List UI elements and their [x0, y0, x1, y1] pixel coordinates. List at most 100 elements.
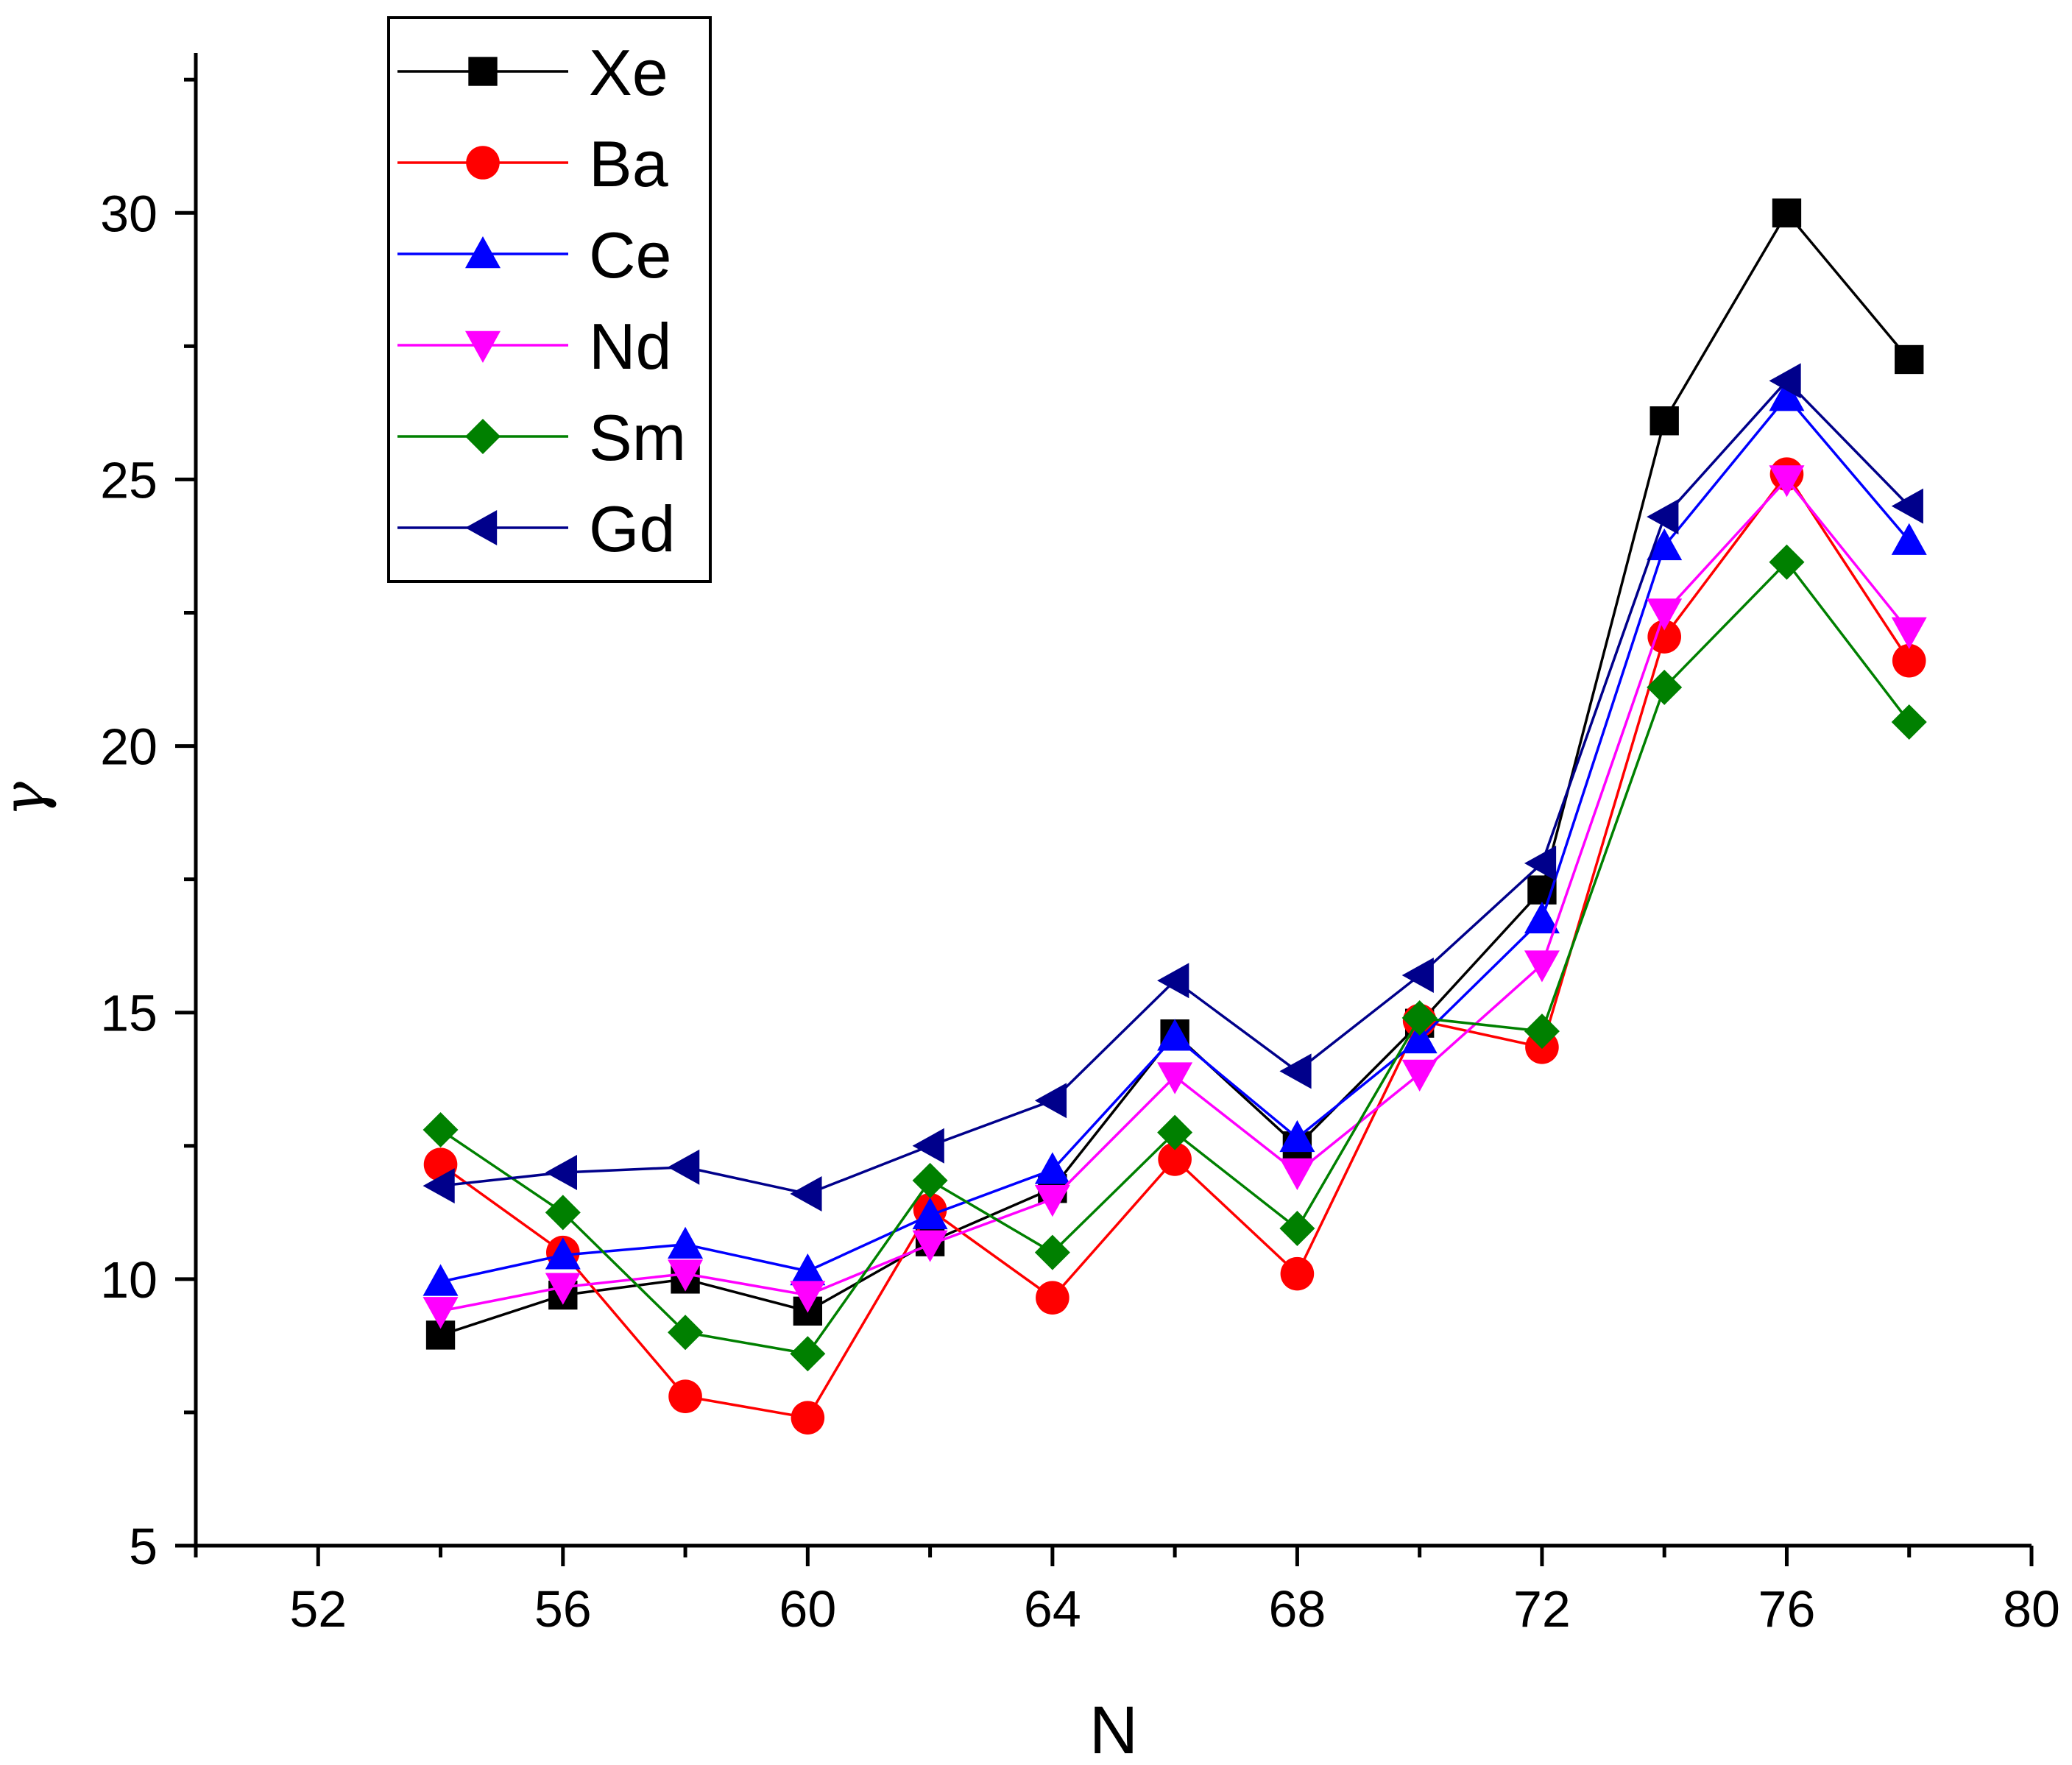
series-sm — [422, 544, 1927, 1372]
data-point-gd — [1279, 1053, 1312, 1089]
data-point-sm — [1279, 1211, 1315, 1247]
data-point-ce — [668, 1226, 704, 1259]
legend-item-ce: Ce — [397, 219, 672, 291]
data-point-gd — [668, 1149, 700, 1185]
data-point-gd — [912, 1128, 944, 1164]
data-point-gd — [545, 1155, 577, 1190]
data-point-nd — [1647, 598, 1683, 631]
data-point-xe — [1772, 198, 1802, 227]
legend-label: Xe — [589, 36, 668, 109]
data-point-sm — [1891, 704, 1927, 740]
data-point-sm — [1647, 669, 1683, 705]
data-point-nd — [545, 1273, 581, 1305]
data-point-sm — [1524, 1014, 1560, 1050]
series-line-sm — [439, 560, 1911, 1356]
series-layer — [422, 198, 1927, 1435]
data-point-ce — [1279, 1120, 1315, 1153]
data-point-ce — [790, 1253, 826, 1286]
legend-item-sm: Sm — [397, 401, 686, 474]
data-point-ce — [1401, 1021, 1438, 1054]
data-point-gd — [1524, 845, 1557, 881]
data-point-ba — [791, 1401, 825, 1435]
y-tick-label: 25 — [100, 451, 158, 509]
data-point-nd — [1034, 1185, 1070, 1217]
data-point-nd — [1279, 1158, 1315, 1190]
data-point-ce — [1157, 1019, 1193, 1051]
series-nd — [422, 465, 1927, 1329]
data-point-nd — [1157, 1062, 1193, 1094]
legend-box — [387, 16, 712, 583]
legend-marker — [465, 419, 501, 454]
y-tick-label: 30 — [100, 185, 158, 242]
data-point-xe — [1650, 406, 1679, 436]
data-point-gd — [422, 1168, 455, 1204]
data-point-ba — [1036, 1281, 1069, 1315]
data-point-nd — [1769, 465, 1805, 498]
data-point-nd — [1524, 950, 1560, 983]
data-point-sm — [422, 1112, 459, 1148]
legend-item-nd: Nd — [397, 310, 672, 383]
legend-item-gd: Gd — [397, 492, 675, 565]
data-point-nd — [668, 1259, 704, 1292]
x-tick-label: 80 — [2003, 1580, 2060, 1638]
data-point-sm — [1769, 544, 1805, 580]
x-tick-label: 72 — [1513, 1580, 1571, 1638]
legend: Xe Ba Ce Nd Sm Gd — [387, 16, 712, 583]
legend-marker — [468, 57, 498, 86]
data-point-sm — [668, 1315, 704, 1351]
data-point-sm — [912, 1162, 948, 1198]
data-point-gd — [1769, 363, 1801, 399]
data-point-ba — [1892, 643, 1926, 678]
x-tick-label: 68 — [1268, 1580, 1326, 1638]
data-point-nd — [422, 1297, 459, 1329]
legend-label: Ce — [589, 219, 672, 291]
data-point-sm — [790, 1336, 826, 1372]
data-point-ce — [1647, 528, 1683, 561]
data-point-ce — [545, 1237, 581, 1270]
series-gd — [422, 363, 1923, 1212]
data-point-ba — [1158, 1142, 1192, 1176]
series-ce — [422, 379, 1927, 1296]
data-point-nd — [912, 1230, 948, 1262]
legend-label: Ba — [589, 127, 668, 200]
y-tick-label: 5 — [129, 1518, 158, 1575]
data-point-ba — [1280, 1256, 1315, 1291]
data-point-nd — [1891, 617, 1927, 649]
data-point-ba — [668, 1379, 702, 1413]
legend-label: Nd — [589, 310, 672, 383]
y-tick-label: 15 — [100, 985, 158, 1042]
data-point-ce — [1034, 1152, 1070, 1184]
data-point-ce — [1769, 379, 1805, 411]
data-point-gd — [1401, 958, 1434, 994]
data-point-sm — [1401, 1000, 1438, 1036]
legend-label: Gd — [589, 492, 675, 565]
legend-marker — [465, 236, 501, 269]
data-point-gd — [1034, 1083, 1067, 1119]
data-point-ce — [1891, 523, 1927, 555]
legend-label: Sm — [589, 401, 686, 474]
legend-marker — [465, 330, 501, 363]
data-point-ba — [1647, 620, 1681, 654]
axes: 52 56 60 64 68 72 76 80 5 10 15 20 25 30 — [100, 53, 2060, 1638]
x-tick-label: 64 — [1024, 1580, 1081, 1638]
x-tick-label: 60 — [779, 1580, 836, 1638]
data-point-gd — [1157, 963, 1189, 999]
data-point-ce — [422, 1264, 459, 1296]
data-point-ce — [912, 1197, 948, 1230]
legend-item-ba: Ba — [397, 127, 668, 200]
x-tick-label: 56 — [534, 1580, 592, 1638]
y-tick-label: 20 — [100, 718, 158, 776]
data-point-ce — [1524, 901, 1560, 934]
data-point-sm — [1034, 1234, 1070, 1270]
data-point-gd — [1891, 488, 1923, 524]
data-point-nd — [1401, 1059, 1438, 1092]
data-point-gd — [790, 1175, 822, 1212]
x-tick-label: 52 — [289, 1580, 347, 1638]
legend-marker — [465, 510, 498, 545]
data-point-gd — [1647, 499, 1679, 535]
legend-marker — [466, 146, 500, 180]
data-point-sm — [545, 1195, 581, 1231]
data-point-sm — [1157, 1114, 1193, 1150]
data-point-xe — [1895, 344, 1924, 375]
